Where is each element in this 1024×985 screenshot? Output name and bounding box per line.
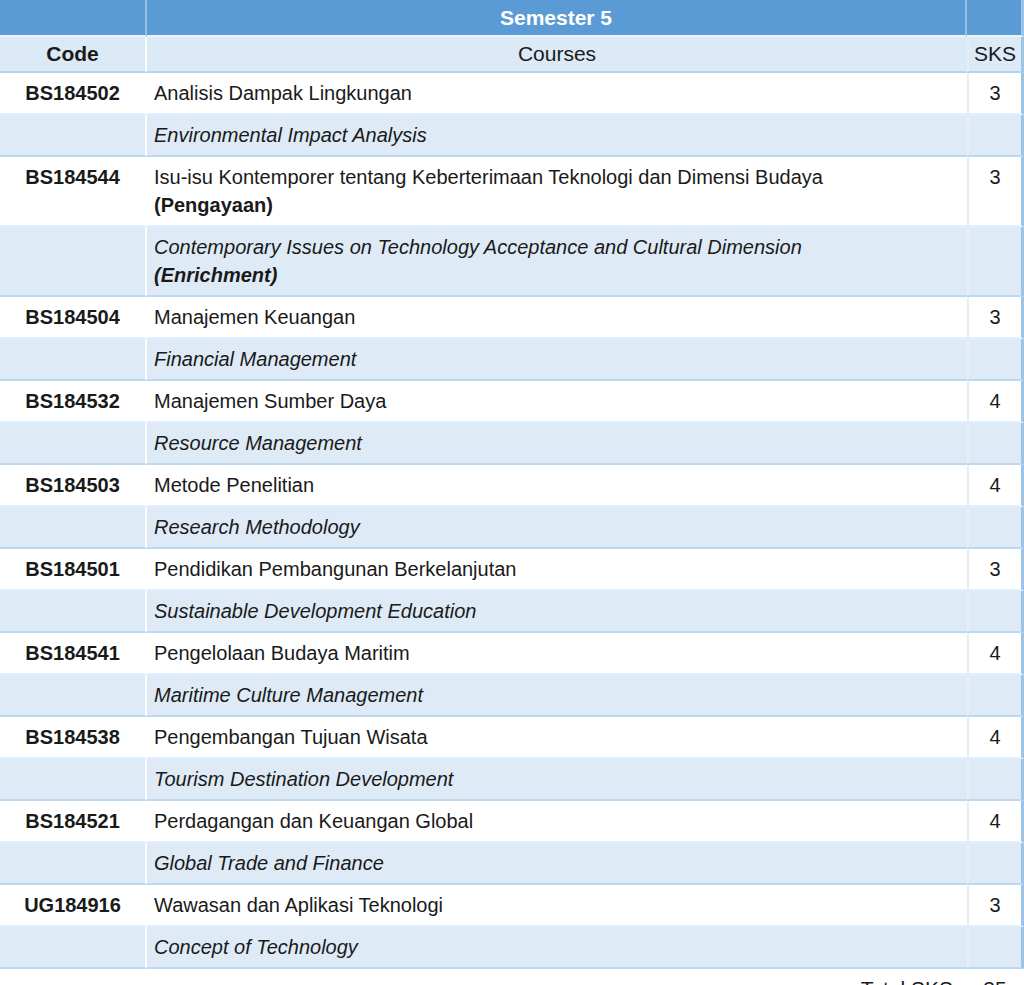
- course-row: BS184541Pengelolaan Budaya Maritim4: [0, 633, 1024, 675]
- course-code: BS184532: [0, 381, 147, 423]
- course-translation: Global Trade and Finance: [147, 843, 967, 885]
- title-band-left-spacer: [0, 0, 147, 37]
- course-translation: Tourism Destination Development: [147, 759, 967, 801]
- course-name: Metode Penelitian: [147, 465, 967, 507]
- course-code: BS184544: [0, 157, 147, 227]
- course-code: BS184501: [0, 549, 147, 591]
- course-name: Pendidikan Pembangunan Berkelanjutan: [147, 549, 967, 591]
- translation-code-spacer: [0, 591, 147, 633]
- translation-code-spacer: [0, 759, 147, 801]
- course-name: Wawasan dan Aplikasi Teknologi: [147, 885, 967, 927]
- column-header-code: Code: [0, 37, 147, 73]
- course-translation-row: Environmental Impact Analysis: [0, 115, 1024, 157]
- course-sks: 4: [967, 465, 1024, 507]
- course-translation-row: Global Trade and Finance: [0, 843, 1024, 885]
- translation-code-spacer: [0, 115, 147, 157]
- translation-code-spacer: [0, 227, 147, 297]
- course-sks: 3: [967, 885, 1024, 927]
- course-code: BS184538: [0, 717, 147, 759]
- course-name: Isu-isu Kontemporer tentang Keberterimaa…: [147, 157, 967, 227]
- course-sks: 4: [967, 801, 1024, 843]
- course-row: BS184544Isu-isu Kontemporer tentang Kebe…: [0, 157, 1024, 227]
- course-code: BS184521: [0, 801, 147, 843]
- semester-5-course-table: Semester 5 Code Courses SKS BS184502Anal…: [0, 0, 1024, 985]
- course-sks: 4: [967, 717, 1024, 759]
- course-row: BS184538Pengembangan Tujuan Wisata4: [0, 717, 1024, 759]
- course-translation: Resource Management: [147, 423, 967, 465]
- translation-code-spacer: [0, 675, 147, 717]
- course-translation-row: Financial Management: [0, 339, 1024, 381]
- course-sks: 3: [967, 157, 1024, 227]
- translation-sks-spacer: [967, 227, 1024, 297]
- course-row: UG184916Wawasan dan Aplikasi Teknologi3: [0, 885, 1024, 927]
- translation-sks-spacer: [967, 927, 1024, 969]
- course-row: BS184503Metode Penelitian4: [0, 465, 1024, 507]
- translation-sks-spacer: [967, 591, 1024, 633]
- course-name: Pengelolaan Budaya Maritim: [147, 633, 967, 675]
- translation-sks-spacer: [967, 507, 1024, 549]
- translation-code-spacer: [0, 339, 147, 381]
- translation-code-spacer: [0, 927, 147, 969]
- course-name: Perdagangan dan Keuangan Global: [147, 801, 967, 843]
- course-name-note: (Pengayaan): [154, 194, 273, 216]
- course-name: Manajemen Keuangan: [147, 297, 967, 339]
- course-name: Manajemen Sumber Daya: [147, 381, 967, 423]
- course-row: BS184521Perdagangan dan Keuangan Global4: [0, 801, 1024, 843]
- course-name: Analisis Dampak Lingkungan: [147, 73, 967, 115]
- title-band-right-spacer: [967, 0, 1024, 37]
- course-sks: 3: [967, 297, 1024, 339]
- course-translation-row: Resource Management: [0, 423, 1024, 465]
- course-code: UG184916: [0, 885, 147, 927]
- course-translation-note: (Enrichment): [154, 264, 277, 286]
- course-translation-row: Tourism Destination Development: [0, 759, 1024, 801]
- course-code: BS184541: [0, 633, 147, 675]
- course-translation: Financial Management: [147, 339, 967, 381]
- course-code: BS184502: [0, 73, 147, 115]
- course-translation: Research Methodology: [147, 507, 967, 549]
- translation-sks-spacer: [967, 759, 1024, 801]
- course-rows-container: BS184502Analisis Dampak Lingkungan3Envir…: [0, 73, 1024, 969]
- course-sks: 3: [967, 549, 1024, 591]
- course-code: BS184504: [0, 297, 147, 339]
- course-row: BS184532Manajemen Sumber Daya4: [0, 381, 1024, 423]
- course-translation: Sustainable Development Education: [147, 591, 967, 633]
- translation-sks-spacer: [967, 339, 1024, 381]
- total-sks-label: Total SKS: [147, 969, 967, 985]
- course-translation-row: Concept of Technology: [0, 927, 1024, 969]
- course-name: Pengembangan Tujuan Wisata: [147, 717, 967, 759]
- translation-sks-spacer: [967, 115, 1024, 157]
- course-translation: Maritime Culture Management: [147, 675, 967, 717]
- translation-sks-spacer: [967, 675, 1024, 717]
- total-row: Total SKS 35: [0, 969, 1024, 985]
- course-sks: 3: [967, 73, 1024, 115]
- course-sks: 4: [967, 381, 1024, 423]
- total-row-spacer: [0, 969, 147, 985]
- course-row: BS184504Manajemen Keuangan3: [0, 297, 1024, 339]
- course-code: BS184503: [0, 465, 147, 507]
- semester-title: Semester 5: [147, 0, 967, 37]
- translation-code-spacer: [0, 843, 147, 885]
- course-translation-row: Maritime Culture Management: [0, 675, 1024, 717]
- translation-sks-spacer: [967, 843, 1024, 885]
- course-translation-row: Research Methodology: [0, 507, 1024, 549]
- total-sks-value: 35: [967, 969, 1024, 985]
- course-row: BS184501Pendidikan Pembangunan Berkelanj…: [0, 549, 1024, 591]
- column-header-row: Code Courses SKS: [0, 37, 1024, 73]
- course-row: BS184502Analisis Dampak Lingkungan3: [0, 73, 1024, 115]
- course-translation: Contemporary Issues on Technology Accept…: [147, 227, 967, 297]
- course-translation: Environmental Impact Analysis: [147, 115, 967, 157]
- course-translation-row: Contemporary Issues on Technology Accept…: [0, 227, 1024, 297]
- course-translation-row: Sustainable Development Education: [0, 591, 1024, 633]
- column-header-sks: SKS: [967, 37, 1024, 73]
- table-title-row: Semester 5: [0, 0, 1024, 37]
- translation-sks-spacer: [967, 423, 1024, 465]
- course-translation: Concept of Technology: [147, 927, 967, 969]
- translation-code-spacer: [0, 507, 147, 549]
- column-header-courses: Courses: [147, 37, 967, 73]
- page: Semester 5 Code Courses SKS BS184502Anal…: [0, 0, 1024, 985]
- course-sks: 4: [967, 633, 1024, 675]
- translation-code-spacer: [0, 423, 147, 465]
